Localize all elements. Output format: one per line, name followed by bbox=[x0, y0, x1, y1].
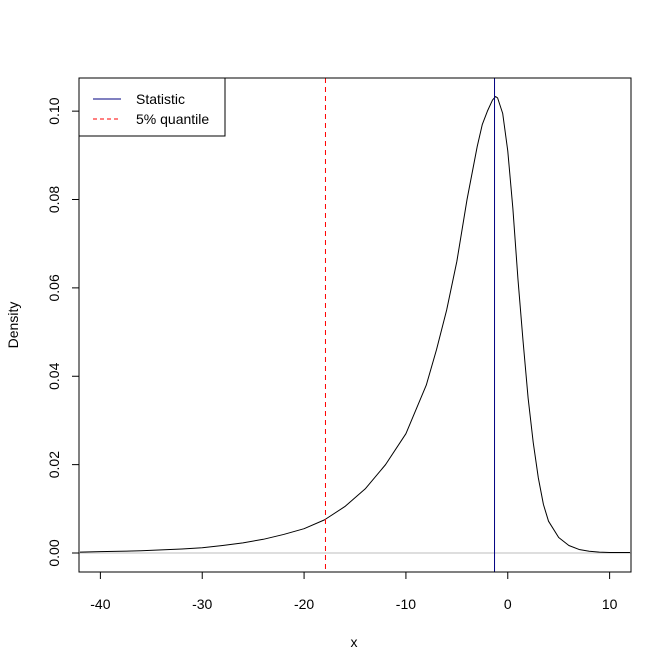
x-tick-label: -20 bbox=[294, 596, 314, 612]
legend-label: 5% quantile bbox=[136, 111, 209, 127]
legend-label: Statistic bbox=[136, 91, 185, 107]
legend: Statistic 5% quantile bbox=[78, 77, 226, 137]
plot-frame bbox=[78, 77, 632, 573]
x-tick-label: -40 bbox=[90, 596, 110, 612]
y-tick-label: 0.02 bbox=[46, 451, 62, 478]
density-curve bbox=[80, 96, 630, 554]
y-axis-title: Density bbox=[5, 302, 21, 349]
y-tick-label: 0.10 bbox=[46, 97, 62, 124]
legend-box bbox=[78, 77, 226, 137]
plot-area bbox=[79, 78, 631, 572]
axes: -40 -30 -20 -10 0 10 0.00 0.02 0.04 0.06 0.08 0.10 bbox=[46, 77, 632, 612]
y-tick-label: 0.08 bbox=[46, 186, 62, 213]
x-tick-label: 10 bbox=[602, 596, 618, 612]
x-axis-title: x bbox=[351, 634, 358, 650]
y-tick-label: 0.00 bbox=[46, 539, 62, 566]
y-tick-label: 0.06 bbox=[46, 274, 62, 301]
x-tick-label: -10 bbox=[396, 596, 416, 612]
x-tick-label: -30 bbox=[192, 596, 212, 612]
y-tick-label: 0.04 bbox=[46, 362, 62, 389]
x-tick-label: 0 bbox=[504, 596, 512, 612]
